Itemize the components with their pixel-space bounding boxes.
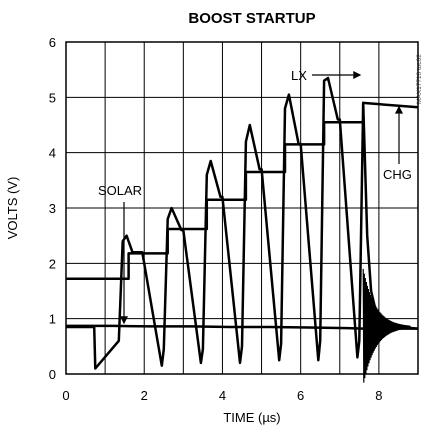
chg-arrowhead [395,105,403,114]
x-axis-label: TIME (µs) [223,410,280,425]
plot-frame [65,41,419,375]
x-tick-label: 4 [219,388,226,403]
plot-border [65,41,419,375]
part-number-label: MAX17710 toc02 [416,54,423,104]
y-tick-label: 1 [49,312,56,327]
annotation-lx: LX [291,68,307,83]
y-tick-label: 6 [49,35,56,50]
x-tick-label: 6 [297,388,304,403]
annotation-chg: CHG [383,167,412,182]
annotation-solar: SOLAR [98,183,142,198]
y-tick-label: 5 [49,90,56,105]
annotations: SOLAR LX CHG [98,68,412,325]
lx-arrowhead [353,71,362,79]
traces [66,76,419,383]
y-tick-label: 0 [49,367,56,382]
x-tick-label: 8 [375,388,382,403]
solar-arrowhead [120,316,128,325]
y-tick-label: 4 [49,146,56,161]
y-axis-label: VOLTS (V) [5,177,20,240]
trace-chg [66,101,419,281]
chart-title: BOOST STARTUP [188,10,315,27]
x-tick-labels: 0 2 4 6 8 [62,388,382,403]
y-tick-label: 3 [49,201,56,216]
y-tick-label: 2 [49,256,56,271]
y-tick-labels: 0 1 2 3 4 5 6 [49,35,56,382]
x-tick-label: 2 [141,388,148,403]
ringing-oscillation [362,268,411,383]
x-tick-label: 0 [62,388,69,403]
